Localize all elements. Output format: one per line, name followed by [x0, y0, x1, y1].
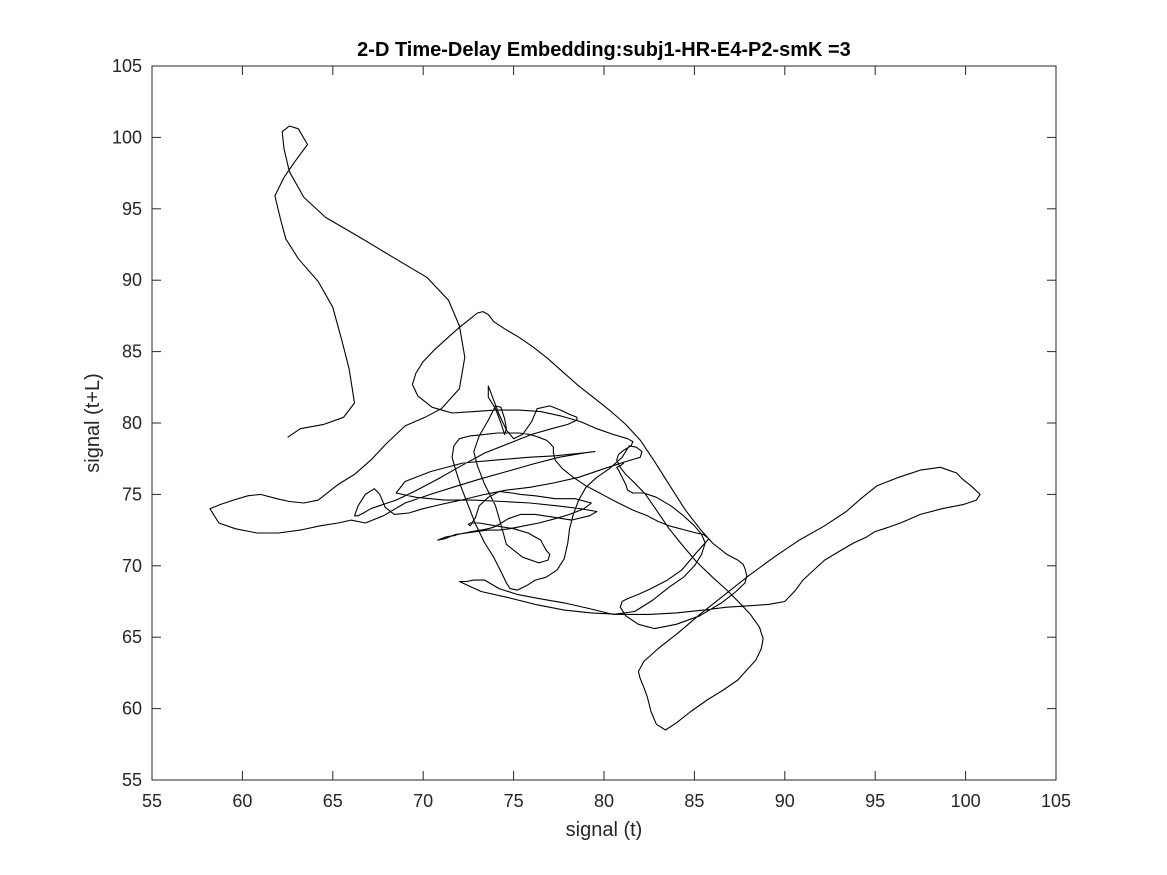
x-tick-label: 55 [142, 791, 162, 811]
x-tick-label: 85 [684, 791, 704, 811]
x-tick-label: 80 [594, 791, 614, 811]
y-tick-label: 75 [122, 484, 142, 504]
x-axis-label: signal (t) [566, 819, 643, 841]
y-tick-label: 70 [122, 556, 142, 576]
x-tick-label: 90 [775, 791, 795, 811]
y-tick-label: 85 [122, 342, 142, 362]
x-tick-label: 100 [951, 791, 981, 811]
y-tick-label: 55 [122, 770, 142, 790]
y-axis-label: signal (t+L) [82, 373, 104, 473]
x-tick-label: 60 [232, 791, 252, 811]
y-tick-label: 65 [122, 627, 142, 647]
x-tick-label: 95 [865, 791, 885, 811]
x-tick-label: 75 [504, 791, 524, 811]
y-tick-label: 90 [122, 270, 142, 290]
x-tick-label: 105 [1041, 791, 1071, 811]
y-tick-label: 60 [122, 699, 142, 719]
x-axis-ticks: 55 60 65 70 75 80 85 90 95 100 105 [142, 66, 1071, 811]
trajectory-line [209, 125, 981, 731]
x-tick-label: 70 [413, 791, 433, 811]
y-tick-label: 105 [112, 56, 142, 76]
chart-title: 2-D Time-Delay Embedding:subj1-HR-E4-P2-… [357, 39, 851, 61]
plot-area [152, 66, 1056, 780]
y-tick-label: 80 [122, 413, 142, 433]
y-axis-ticks: 55 60 65 70 75 80 85 90 95 100 105 [112, 56, 1056, 790]
trajectory-layer [209, 125, 981, 731]
x-tick-label: 65 [323, 791, 343, 811]
y-tick-label: 95 [122, 199, 142, 219]
y-tick-label: 100 [112, 127, 142, 147]
